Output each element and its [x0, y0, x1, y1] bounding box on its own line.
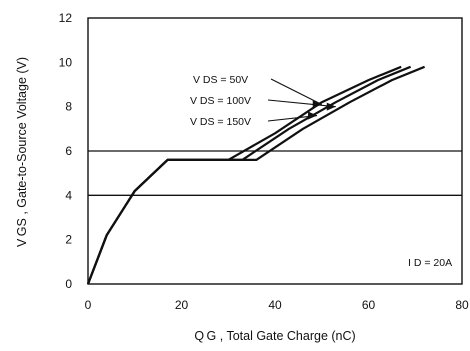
y-tick-4: 4 [65, 188, 72, 202]
reference-lines [88, 150, 462, 196]
vds-arrow-2 [308, 111, 318, 120]
x-tick-0: 0 [85, 298, 92, 312]
vds-label-1: V DS = 100V [190, 95, 251, 107]
y-tick-10: 10 [59, 55, 73, 69]
vds-labels: V DS = 50V V DS = 100V V DS = 150V [190, 74, 336, 128]
y-tick-8: 8 [65, 100, 72, 114]
x-axis-label: Q G , Total Gate Charge (nC) [194, 329, 355, 343]
y-tick-labels: 0 2 4 6 8 10 12 [59, 11, 73, 291]
x-tick-labels: 0 20 40 60 80 [85, 298, 469, 312]
vds-leader-0 [270, 78, 322, 105]
y-axis-label: V GS , Gate-to-Source Voltage (V) [15, 57, 29, 247]
x-tick-20: 20 [175, 298, 189, 312]
y-tick-6: 6 [65, 144, 72, 158]
vds-label-0: V DS = 50V [193, 74, 248, 86]
vds-leader-1 [267, 99, 336, 108]
vds-arrow-1 [326, 102, 336, 111]
current-annotation: I D = 20A [408, 257, 452, 269]
series-lines [86, 65, 426, 285]
y-tick-0: 0 [65, 277, 72, 291]
y-tick-2: 2 [65, 233, 72, 247]
series-line-2 [86, 65, 426, 285]
vds-label-2: V DS = 150V [190, 116, 251, 128]
x-tick-80: 80 [455, 298, 469, 312]
x-tick-40: 40 [268, 298, 282, 312]
x-tick-60: 60 [362, 298, 376, 312]
y-tick-12: 12 [59, 11, 73, 25]
